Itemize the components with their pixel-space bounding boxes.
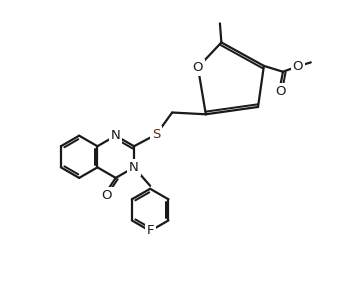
Text: O: O — [275, 85, 285, 98]
Text: N: N — [111, 129, 121, 142]
Text: O: O — [292, 60, 303, 73]
Text: F: F — [146, 224, 154, 237]
Text: N: N — [129, 161, 139, 174]
Text: S: S — [152, 128, 160, 141]
Text: O: O — [193, 61, 203, 74]
Text: O: O — [102, 189, 112, 202]
